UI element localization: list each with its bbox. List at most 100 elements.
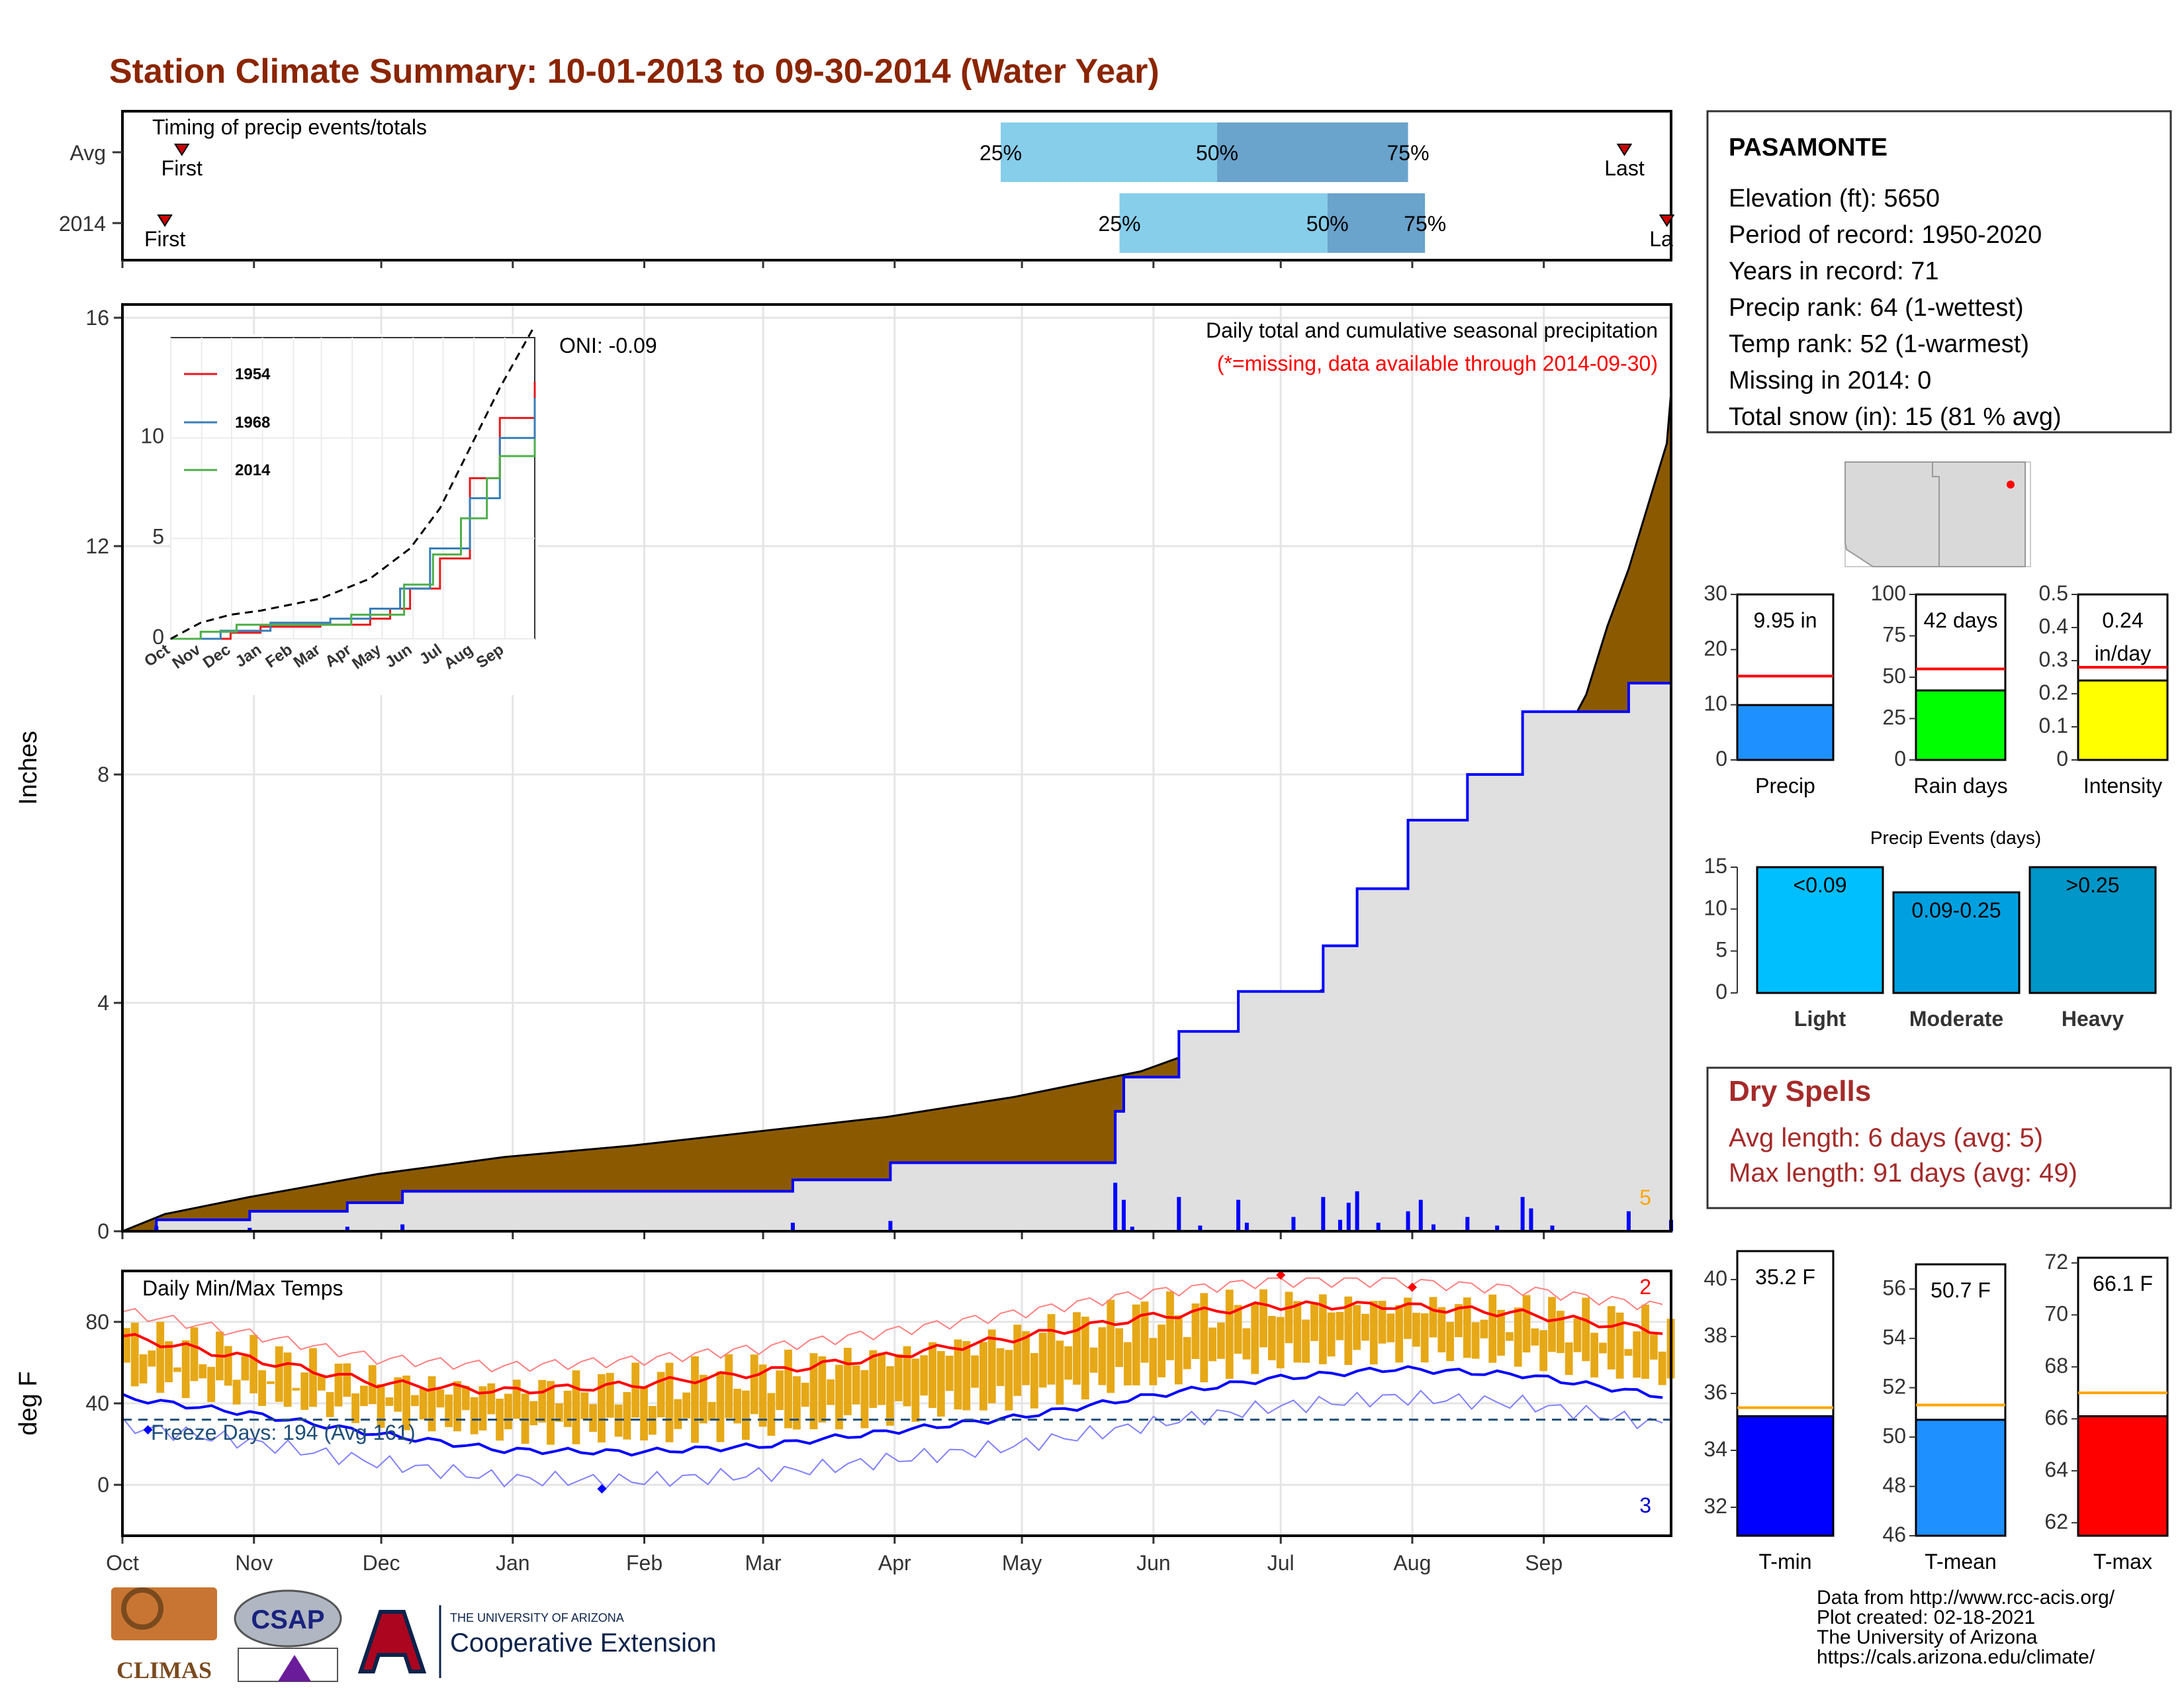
temp-x-tick-label: Apr (878, 1551, 911, 1575)
daily-temp-range-bar (911, 1358, 920, 1422)
last-event-label: La (1649, 227, 1673, 251)
daily-temp-range-bar (394, 1377, 402, 1412)
daily-temp-range-bar (419, 1388, 428, 1420)
oni-label: ONI: -0.09 (559, 334, 657, 357)
daily-temp-range-bar (623, 1391, 631, 1440)
daily-temp-range-bar (674, 1399, 682, 1429)
daily-precip-bar (1406, 1211, 1410, 1231)
daily-temp-range-bar (130, 1323, 139, 1387)
daily-precip-bar (790, 1223, 795, 1231)
tmax-gauge-y-tick-label: 68 (2044, 1354, 2068, 1378)
intensity-gauge-y-tick-label: 0.3 (2039, 647, 2068, 671)
tmin-gauge-value-label: 35.2 F (1755, 1265, 1815, 1289)
precip-gauge-value-label: 9.95 in (1753, 608, 1817, 632)
temp-x-tick-label: May (1002, 1551, 1042, 1575)
daily-temp-range-bar (1556, 1311, 1565, 1353)
main-y-tick-label: 12 (85, 534, 109, 558)
events-bar-label: <0.09 (1794, 873, 1847, 897)
daily-temp-range-bar (1463, 1297, 1471, 1358)
daily-temp-range-bar (1140, 1301, 1149, 1363)
locator-map (1844, 461, 2031, 567)
tmax-gauge-category-label: T-max (2093, 1550, 2152, 1573)
avg-max-line (122, 1300, 1663, 1395)
raindays-gauge-y-tick-label: 75 (1882, 623, 1906, 647)
daily-temp-range-bar (614, 1404, 623, 1437)
daily-temp-range-bar (1174, 1315, 1183, 1385)
daily-temp-range-bar (1318, 1294, 1327, 1364)
last-event-marker (1659, 214, 1675, 227)
first-event-label: First (161, 156, 203, 180)
daily-temp-range-bar (1599, 1342, 1607, 1354)
daily-temp-range-bar (181, 1340, 190, 1399)
raindays-gauge-category-label: Rain days (1913, 774, 2007, 798)
inset-y-tick-label: 0 (152, 625, 164, 649)
daily-temp-range-bar (1488, 1294, 1497, 1363)
daily-temp-range-bar (733, 1389, 741, 1424)
daily-temp-range-bar (1539, 1330, 1548, 1372)
footer: CLIMAS CSAP THE UNIVERSITY OF ARIZONA Co… (111, 1587, 2115, 1683)
daily-temp-range-bar (402, 1376, 410, 1430)
daily-temp-range-bar (1590, 1333, 1599, 1378)
daily-temp-range-bar (1327, 1312, 1336, 1357)
daily-temp-range-bar (504, 1393, 512, 1430)
ua-coop-ext: Cooperative Extension (450, 1628, 716, 1658)
temp-x-tick-label: Nov (235, 1551, 273, 1575)
timing-q25-label: 25% (1099, 212, 1141, 236)
daily-temp-range-bar (1387, 1313, 1395, 1342)
climas-logo: CLIMAS (111, 1587, 217, 1683)
daily-temp-range-bar (979, 1342, 987, 1411)
daily-temp-range-bar (343, 1363, 351, 1397)
daily-temp-range-bar (665, 1362, 674, 1442)
daily-precip-bar (1626, 1211, 1631, 1231)
daily-temp-range-bar (572, 1370, 580, 1444)
daily-precip-bar (1529, 1208, 1533, 1231)
raindays-gauge-y-tick-label: 25 (1882, 706, 1906, 729)
daily-temp-range-bar (292, 1387, 300, 1391)
daily-temp-range-bar (1242, 1328, 1251, 1360)
daily-temp-range-bar (1336, 1311, 1344, 1340)
tmean-gauge-bar (1915, 1419, 2007, 1537)
daily-temp-range-bar (156, 1321, 165, 1393)
tmax-gauge-y-tick-label: 64 (2044, 1458, 2068, 1481)
daily-precip-bar (1550, 1225, 1555, 1231)
main-y-tick-label: 8 (97, 763, 109, 786)
daily-temp-range-bar (707, 1401, 716, 1421)
daily-temp-range-bar (1514, 1307, 1522, 1367)
dry-spells-title: Dry Spells (1729, 1075, 1871, 1107)
new-mexico-shape (1932, 461, 2026, 567)
raindays-gauge-value-label: 42 days (1923, 608, 1997, 632)
daily-temp-range-bar (776, 1370, 784, 1411)
tmean-gauge-category-label: T-mean (1925, 1550, 1996, 1573)
daily-temp-range-bar (461, 1385, 470, 1411)
csap-logo-base (238, 1648, 338, 1682)
daily-precip-bar (1465, 1217, 1470, 1231)
daily-temp-range-bar (920, 1355, 929, 1396)
daily-temp-range-bar (165, 1341, 173, 1383)
daily-temp-range-bar (1208, 1327, 1217, 1362)
temp-x-tick-label: Feb (626, 1551, 662, 1575)
precip-events-chart: Precip Events (days) 0 5 10 15 <0.09 Light 0.0… (1704, 827, 2157, 1031)
inset-series-1968 (171, 398, 536, 640)
climas-logo-swirl (121, 1587, 163, 1630)
daily-temp-range-bar (1522, 1295, 1531, 1353)
daily-temp-range-bar (1446, 1322, 1455, 1362)
temp-y-tick-label: 80 (85, 1310, 109, 1334)
timing-q25-label: 25% (979, 141, 1022, 165)
inset-series-avg (170, 325, 536, 640)
daily-temp-range-bar (699, 1374, 707, 1424)
daily-temp-range-bar (1633, 1331, 1641, 1378)
daily-temp-range-bar (1395, 1305, 1404, 1363)
daily-temp-range-bar (1641, 1304, 1649, 1379)
precip-gauge-category-label: Precip (1755, 774, 1815, 798)
precip-gauge-y-tick-label: 20 (1704, 636, 1727, 660)
intensity-gauge-value-label: 0.24 (2102, 608, 2143, 632)
daily-precip-bar (1236, 1199, 1241, 1231)
daily-temp-range-bar (190, 1327, 199, 1382)
timing-q50-label: 50% (1196, 141, 1238, 165)
daily-temp-range-bar (1548, 1297, 1556, 1352)
daily-temp-range-bar (1038, 1333, 1047, 1388)
daily-temp-range-bar (657, 1372, 665, 1418)
daily-temp-range-bar (869, 1350, 878, 1408)
tmean-gauge-y-tick-label: 56 (1882, 1276, 1906, 1299)
temp-y-label: deg F (15, 1371, 42, 1435)
